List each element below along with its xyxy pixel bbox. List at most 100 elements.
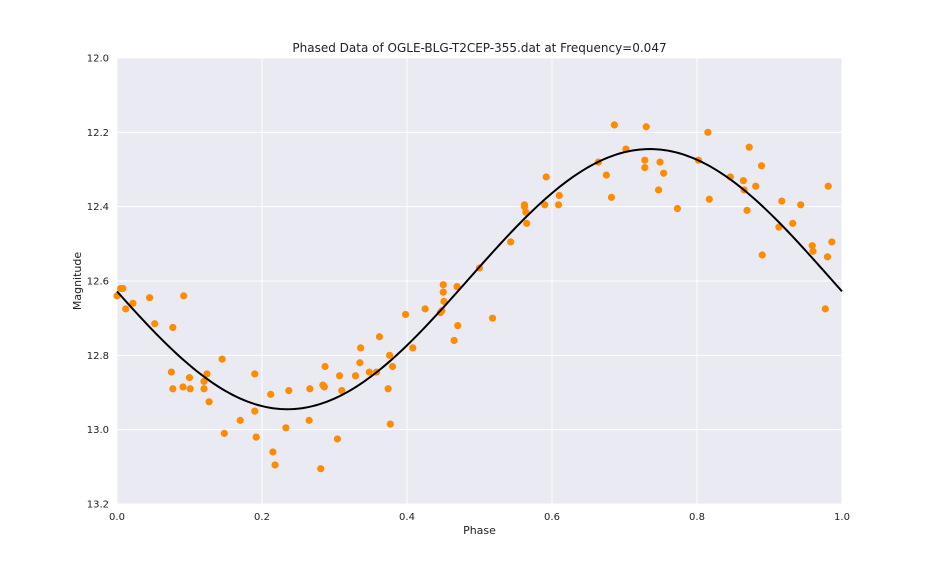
data-point [401, 310, 410, 319]
data-point [146, 294, 154, 302]
data-point [439, 288, 447, 296]
data-point [129, 299, 137, 307]
data-point [705, 195, 713, 203]
data-point [641, 164, 649, 172]
data-point [828, 238, 836, 246]
data-point [356, 359, 364, 367]
y-tick-label: 13.0 [87, 425, 109, 436]
data-point [488, 314, 497, 322]
data-point [752, 182, 760, 190]
data-point [642, 123, 650, 131]
data-point [169, 385, 177, 393]
data-point [809, 247, 817, 255]
data-point [179, 383, 187, 391]
data-point [523, 219, 531, 227]
data-point [824, 182, 832, 190]
chart-title: Phased Data of OGLE-BLG-T2CEP-355.dat at… [292, 41, 666, 55]
x-tick-label: 0.6 [544, 512, 560, 523]
data-point [200, 385, 208, 393]
data-point [375, 333, 384, 341]
y-axis-label: Magnitude [71, 252, 84, 311]
data-point [673, 204, 682, 213]
data-point [338, 387, 346, 395]
data-point [660, 169, 668, 177]
data-point [421, 305, 429, 313]
x-tick-labels: 0.0 0.2 0.4 0.6 0.8 1.0 [109, 512, 850, 523]
data-point [335, 372, 344, 380]
data-point [789, 219, 797, 227]
y-tick-labels: 12.0 12.2 12.4 12.6 12.8 13.0 13.2 [87, 54, 109, 511]
y-tick-label: 12.4 [87, 202, 109, 213]
data-point [602, 171, 610, 179]
data-point [704, 128, 712, 136]
data-point [541, 201, 549, 209]
data-point [507, 238, 515, 246]
data-point [409, 344, 417, 352]
data-point [797, 201, 805, 209]
data-point [282, 424, 290, 432]
data-point [167, 368, 175, 376]
data-point [386, 351, 394, 359]
data-point [656, 158, 664, 166]
data-point [821, 305, 829, 313]
data-point [122, 305, 130, 313]
data-point [641, 156, 649, 164]
data-point [554, 201, 563, 209]
y-tick-label: 12.6 [87, 277, 109, 288]
data-point [739, 177, 748, 185]
y-tick-label: 12.0 [87, 54, 109, 65]
x-axis-label: Phase [463, 524, 496, 537]
x-tick-label: 0.8 [689, 512, 705, 523]
data-point [186, 385, 194, 393]
data-point [555, 191, 563, 200]
data-point [333, 435, 341, 443]
data-point [453, 282, 461, 291]
y-tick-label: 12.2 [87, 128, 109, 139]
x-tick-label: 1.0 [834, 512, 850, 523]
data-point [808, 242, 816, 250]
data-point [386, 420, 394, 428]
data-point [758, 251, 766, 259]
data-point [271, 461, 279, 469]
data-point [185, 374, 194, 382]
data-point [607, 193, 616, 201]
data-point [450, 336, 458, 345]
data-point [269, 448, 277, 456]
data-point [200, 377, 208, 385]
data-point [251, 407, 259, 415]
data-point [384, 385, 392, 393]
y-tick-label: 12.8 [87, 351, 109, 362]
grid [116, 57, 843, 505]
y-tick-label: 13.2 [87, 500, 109, 511]
data-point [365, 368, 373, 376]
data-point [357, 344, 365, 352]
data-point [119, 284, 127, 293]
data-point [320, 383, 328, 391]
data-point [317, 465, 325, 473]
data-point [745, 143, 753, 151]
data-point [305, 416, 313, 424]
sinusoid-fit-line [116, 148, 843, 411]
data-point [454, 322, 462, 330]
data-point [757, 162, 766, 170]
data-point [236, 416, 244, 424]
data-point [743, 206, 751, 214]
data-point [218, 355, 226, 363]
data-point [542, 173, 550, 181]
x-tick-label: 0.2 [254, 512, 270, 523]
data-point [151, 320, 159, 328]
data-point [520, 201, 529, 209]
data-point [205, 398, 213, 406]
x-tick-label: 0.0 [109, 512, 125, 523]
data-point [778, 197, 786, 205]
data-point [180, 292, 188, 300]
data-point [251, 370, 259, 378]
data-point [285, 387, 293, 395]
data-point [440, 297, 448, 306]
data-point [306, 385, 314, 393]
data-point [203, 370, 211, 378]
data-point [267, 390, 275, 398]
data-point [220, 429, 228, 437]
data-point [388, 362, 397, 371]
